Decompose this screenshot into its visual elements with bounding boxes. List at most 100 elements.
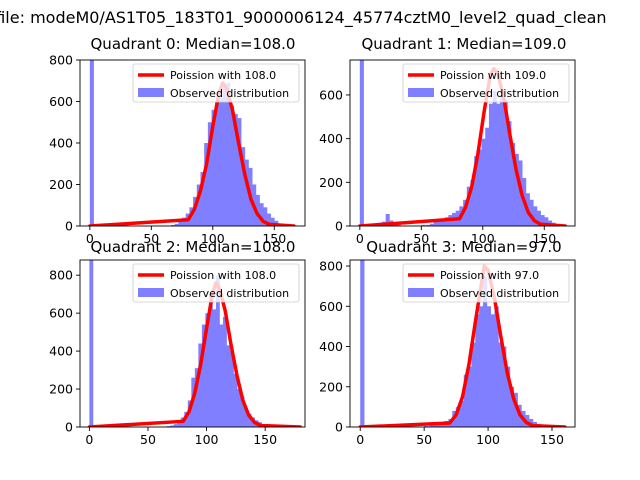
histogram-bar (466, 186, 471, 226)
histogram-bar (360, 260, 365, 427)
histogram-bar (505, 366, 511, 427)
histogram-bar (247, 413, 252, 427)
legend-entry-observed: Observed distribution (440, 87, 559, 100)
histogram-bar (244, 408, 248, 427)
histogram-bar (170, 224, 176, 226)
subplot-quadrant-2: 0 50 100 150 0 200 400 600 800 Poission with 108.… (49, 238, 306, 447)
x-tick-label: 50 (416, 432, 432, 447)
histogram-bar (230, 105, 235, 226)
histogram-bar (201, 324, 206, 427)
legend-patch-swatch (138, 88, 164, 97)
histogram-bar (511, 143, 516, 226)
histogram-bar (385, 213, 390, 226)
subplot-title: Quadrant 2: Median=108.0 (91, 238, 296, 256)
histogram-bar (200, 172, 205, 226)
axes-frame (349, 59, 576, 227)
histogram-bar (540, 215, 545, 226)
y-tick-label: 200 (319, 379, 343, 394)
y-tick-label: 200 (319, 175, 343, 190)
histogram-bar (222, 316, 227, 427)
x-tick-label: 150 (253, 432, 277, 447)
histogram-bar (177, 422, 182, 427)
y-tick-label: 800 (49, 53, 73, 68)
plot-data-layer (358, 260, 567, 427)
x-tick-label: 100 (195, 432, 219, 447)
histogram-bar (433, 221, 438, 226)
x-tick-label: 100 (476, 432, 500, 447)
histogram-bar (270, 217, 275, 226)
plot-data-layer (88, 60, 296, 226)
histogram-bar (198, 343, 203, 427)
legend-patch-swatch (408, 88, 434, 97)
histogram-bar (170, 425, 175, 427)
subplot-quadrant-0: 0 50 100 150 0 200 400 600 800 Poission with 108.… (49, 35, 306, 246)
axes-frame (79, 259, 306, 428)
histogram-bar (230, 351, 234, 427)
histogram-bar (426, 224, 431, 226)
histogram-bar (359, 60, 364, 226)
histogram-bar (433, 424, 438, 427)
histogram-bar (474, 156, 479, 226)
histogram-bar (182, 217, 187, 226)
histogram-bar (533, 206, 538, 226)
x-tick-label: 50 (413, 231, 429, 246)
histogram-bar (437, 220, 442, 226)
histogram-bar (215, 275, 220, 427)
y-tick-label: 0 (335, 219, 343, 234)
histogram-bar (237, 118, 242, 226)
histogram-bar (514, 153, 519, 226)
histogram-bar (429, 223, 434, 226)
histogram-bar (479, 306, 484, 427)
histogram-bar (529, 199, 534, 226)
figure-suptitle: n file: modeM0/AS1T05_183T01_9000006124_… (0, 8, 607, 27)
histogram-bar (444, 217, 449, 226)
histogram-bar (490, 314, 495, 427)
histogram-bar (509, 386, 515, 427)
histogram-bar (237, 389, 241, 427)
histogram-bar (212, 309, 217, 427)
histogram-bar (226, 82, 231, 226)
x-tick-label: 100 (471, 231, 495, 246)
x-tick-label: 100 (201, 231, 225, 246)
y-tick-label: 600 (319, 87, 343, 102)
histogram-bar (463, 199, 468, 226)
histogram-bar (241, 147, 246, 226)
y-tick-label: 600 (49, 306, 73, 321)
histogram-bar (263, 207, 268, 226)
y-tick-label: 200 (49, 177, 73, 192)
y-tick-label: 400 (49, 344, 73, 359)
legend-entry-observed: Observed distribution (170, 87, 289, 100)
x-tick-label: 50 (140, 432, 156, 447)
legend-box (402, 263, 570, 303)
histogram-bar (456, 406, 461, 427)
legend-entry-observed: Observed distribution (170, 287, 289, 300)
histogram-bar (266, 213, 271, 226)
histogram-bar (503, 99, 508, 226)
x-tick-label: 0 (86, 231, 94, 246)
histogram-bar (481, 138, 486, 226)
y-tick-label: 600 (49, 94, 73, 109)
histogram-bar (463, 374, 468, 427)
legend-box (402, 63, 570, 103)
histogram-bar (507, 121, 512, 226)
histogram-bar (498, 342, 503, 427)
legend-entry-poisson: Poission with 108.0 (170, 269, 276, 282)
histogram-bar (166, 426, 171, 427)
histogram-bar (486, 306, 492, 427)
histogram-bar (244, 159, 249, 226)
histogram-bar (178, 221, 183, 226)
histogram-bar (485, 127, 490, 226)
y-tick-label: 400 (319, 339, 343, 354)
histogram-bar (222, 84, 227, 226)
y-tick-label: 800 (49, 268, 73, 283)
histogram-bar (89, 60, 94, 226)
subplot-title: Quadrant 3: Median=97.0 (366, 238, 561, 256)
histogram-bar (208, 294, 213, 427)
histogram-bar (218, 97, 223, 226)
histogram-bar (494, 306, 499, 427)
histogram-bar (233, 373, 238, 427)
legend-box (132, 263, 300, 303)
histogram-bar (500, 94, 505, 226)
x-tick-label: 150 (532, 231, 556, 246)
